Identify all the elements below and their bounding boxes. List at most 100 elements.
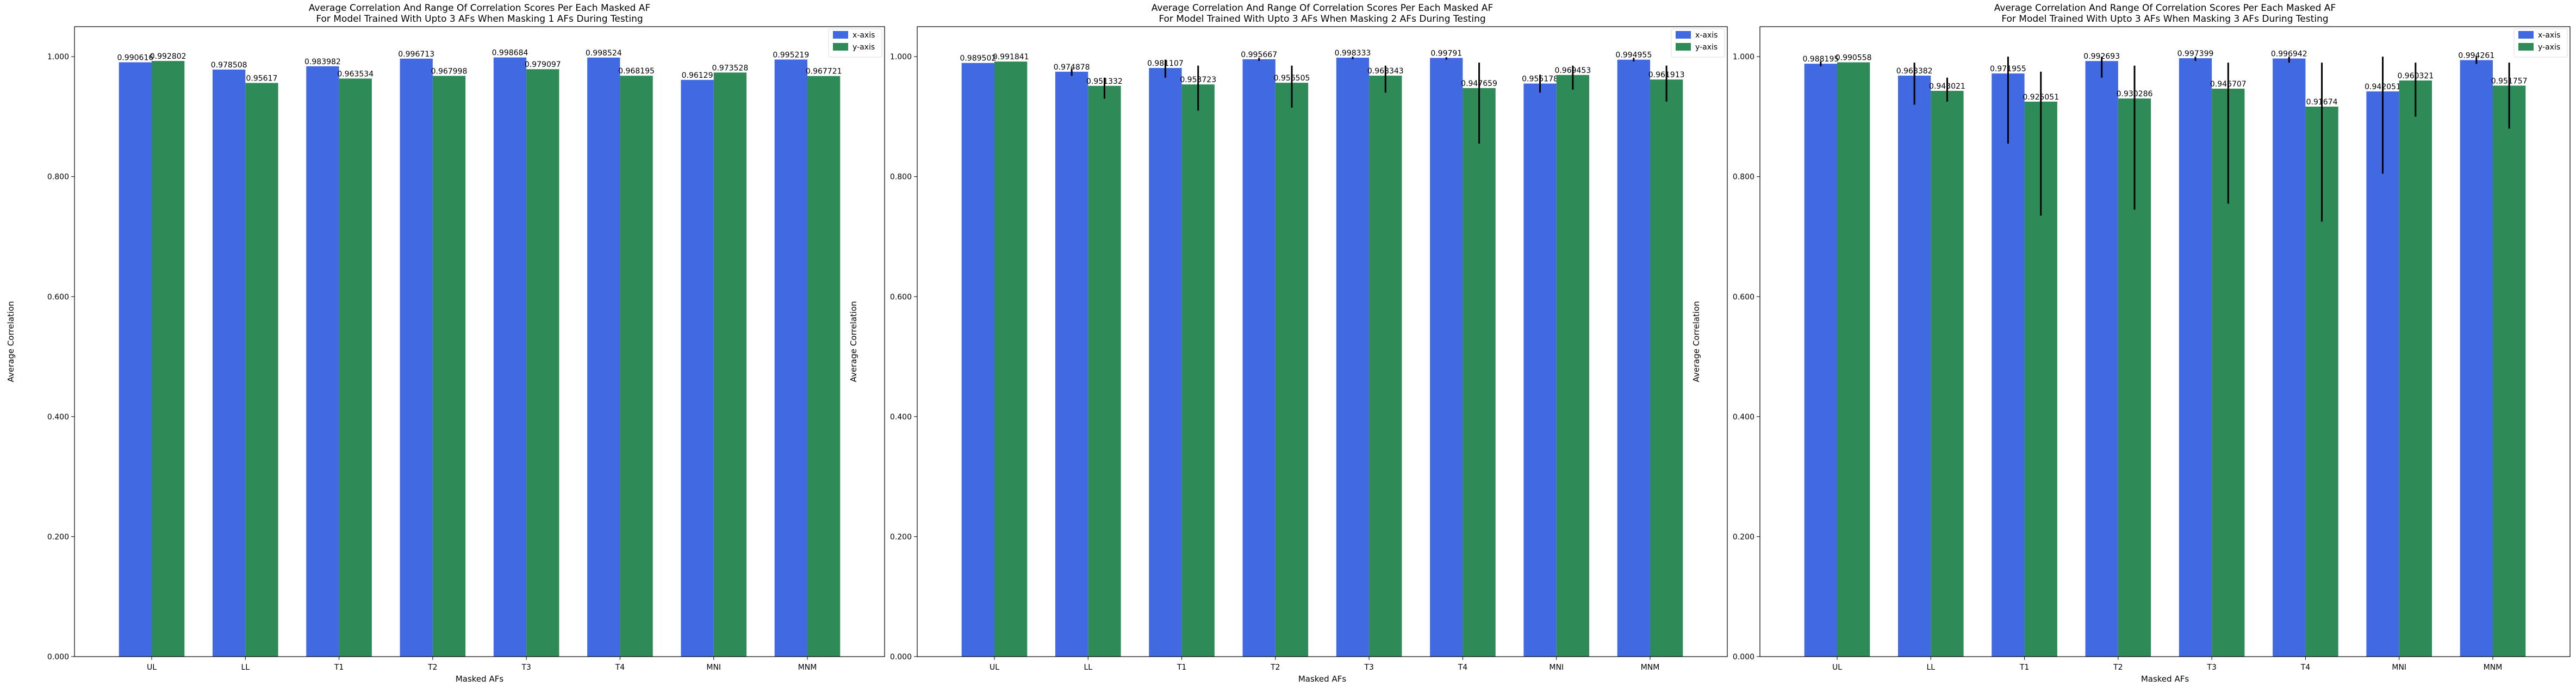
data-label-x-axis-MNI: 0.942051	[2365, 83, 2401, 91]
legend: x-axis y-axis	[828, 28, 882, 58]
x-tick-label: LL	[1926, 663, 1935, 672]
bar-x-axis-T1	[1992, 73, 2025, 657]
data-label-y-axis-T4: 0.91674	[2306, 98, 2338, 107]
x-axis-label: Masked AFs	[456, 674, 504, 684]
y-axis-label: Average Correlation	[849, 301, 858, 382]
legend-label-y-axis: y-axis	[853, 43, 875, 52]
bar-x-axis-T3	[1336, 57, 1370, 657]
data-label-y-axis-T4: 0.947659	[1461, 79, 1497, 88]
x-axis-label: Masked AFs	[1298, 674, 1347, 684]
bar-y-axis-MNI	[2399, 80, 2432, 657]
bar-y-axis-MNM	[1650, 79, 1683, 657]
y-tick-label: 0.400	[47, 413, 69, 422]
x-axis-label: Masked AFs	[2141, 674, 2189, 684]
x-tick-label: T4	[615, 663, 625, 672]
bar-x-axis-T2	[400, 58, 433, 657]
x-tick-label: MNM	[1641, 663, 1660, 672]
data-label-x-axis-LL: 0.978508	[211, 61, 247, 70]
bar-y-axis-T3	[526, 69, 559, 657]
data-label-x-axis-T2: 0.996713	[398, 50, 434, 59]
x-tick-label: T1	[2019, 663, 2029, 672]
chart-title-line: Average Correlation And Range Of Correla…	[1994, 3, 2336, 14]
bar-x-axis-MNI	[2366, 91, 2399, 657]
bar-x-axis-T4	[2273, 58, 2306, 657]
x-tick-label: T3	[521, 663, 531, 672]
data-label-y-axis-LL: 0.943021	[1929, 82, 1965, 91]
data-label-x-axis-UL: 0.989502	[960, 54, 996, 63]
bar-y-axis-UL	[152, 61, 185, 657]
legend-label-y-axis: y-axis	[2538, 43, 2560, 52]
bar-y-axis-MNM	[807, 76, 841, 657]
x-tick-label: LL	[1084, 663, 1092, 672]
legend-label-y-axis: y-axis	[1695, 43, 1718, 52]
data-label-x-axis-UL: 0.990616	[117, 53, 153, 62]
data-label-x-axis-T4: 0.996942	[2271, 50, 2307, 59]
x-tick-label: LL	[241, 663, 250, 672]
legend-label-x-axis: x-axis	[853, 31, 875, 40]
x-tick-label: T3	[2206, 663, 2216, 672]
x-tick-label: UL	[1832, 663, 1842, 672]
data-label-y-axis-LL: 0.951332	[1086, 77, 1123, 86]
x-tick-label: UL	[990, 663, 999, 672]
chart-panel-2: Average Correlation And Range Of Correla…	[849, 3, 1728, 684]
plot-frame	[1759, 26, 2571, 657]
bar-y-axis-UL	[994, 61, 1028, 657]
data-label-x-axis-UL: 0.988195	[1802, 55, 1839, 64]
y-tick-label: 0.000	[1733, 653, 1754, 662]
data-label-y-axis-T2: 0.956505	[1274, 74, 1310, 83]
bar-x-axis-MNM	[1617, 59, 1650, 657]
legend-label-x-axis: x-axis	[2538, 31, 2560, 40]
bar-y-axis-LL	[1088, 85, 1121, 657]
y-tick-label: 1.000	[47, 53, 69, 61]
data-label-x-axis-T4: 0.998524	[586, 49, 622, 58]
y-tick-label: 0.000	[47, 653, 69, 662]
legend-swatch-x-axis	[1676, 31, 1691, 39]
plot-frame	[917, 26, 1728, 657]
data-label-y-axis-T2: 0.967998	[431, 67, 468, 76]
y-tick-label: 0.400	[890, 413, 912, 422]
plot-frame	[74, 26, 885, 657]
bar-x-axis-T2	[1242, 59, 1275, 657]
bar-y-axis-LL	[245, 83, 278, 657]
data-label-y-axis-T1: 0.925051	[2023, 93, 2059, 102]
y-tick-label: 0.800	[47, 173, 69, 182]
y-tick-label: 0.200	[47, 533, 69, 541]
legend-label-x-axis: x-axis	[1695, 31, 1718, 40]
data-label-y-axis-MNI: 0.969453	[1554, 66, 1591, 75]
legend-swatch-x-axis	[833, 31, 848, 39]
bar-x-axis-LL	[1897, 76, 1931, 657]
bar-y-axis-MNM	[2492, 85, 2526, 657]
data-label-x-axis-T2: 0.995667	[1241, 51, 1277, 59]
chart-panel-1: Average Correlation And Range Of Correla…	[6, 3, 885, 684]
x-tick-label: UL	[147, 663, 157, 672]
bar-y-axis-MNI	[713, 72, 747, 657]
y-tick-label: 0.800	[890, 173, 912, 182]
data-label-x-axis-LL: 0.968382	[1896, 67, 1933, 76]
bar-x-axis-T4	[1430, 58, 1463, 657]
x-tick-label: T1	[1177, 663, 1186, 672]
bar-y-axis-T1	[339, 78, 372, 657]
bar-x-axis-MNM	[2460, 60, 2493, 657]
bar-y-axis-MNI	[1556, 75, 1590, 657]
data-label-y-axis-T3: 0.979097	[525, 60, 561, 69]
x-tick-label: T4	[1458, 663, 1468, 672]
x-tick-label: T2	[1270, 663, 1280, 672]
data-label-y-axis-MNI: 0.973528	[712, 64, 748, 72]
bar-y-axis-T3	[1369, 76, 1402, 657]
x-tick-label: T3	[1364, 663, 1373, 672]
legend: x-axis y-axis	[1671, 28, 1725, 58]
bar-x-axis-UL	[1804, 64, 1838, 657]
legend-swatch-y-axis	[1676, 43, 1691, 51]
bar-x-axis-LL	[1055, 71, 1088, 657]
x-tick-label: T2	[2113, 663, 2123, 672]
data-label-y-axis-T1: 0.963534	[337, 70, 374, 78]
bar-y-axis-T4	[620, 76, 653, 657]
bar-x-axis-T2	[2085, 61, 2118, 657]
x-tick-label: MNI	[706, 663, 721, 672]
data-label-y-axis-T1: 0.953723	[1180, 76, 1216, 84]
bar-x-axis-T3	[493, 57, 527, 657]
chart-title-line: Average Correlation And Range Of Correla…	[1152, 3, 1493, 14]
bar-x-axis-MNI	[681, 79, 714, 657]
data-label-y-axis-MNI: 0.960321	[2397, 72, 2434, 81]
